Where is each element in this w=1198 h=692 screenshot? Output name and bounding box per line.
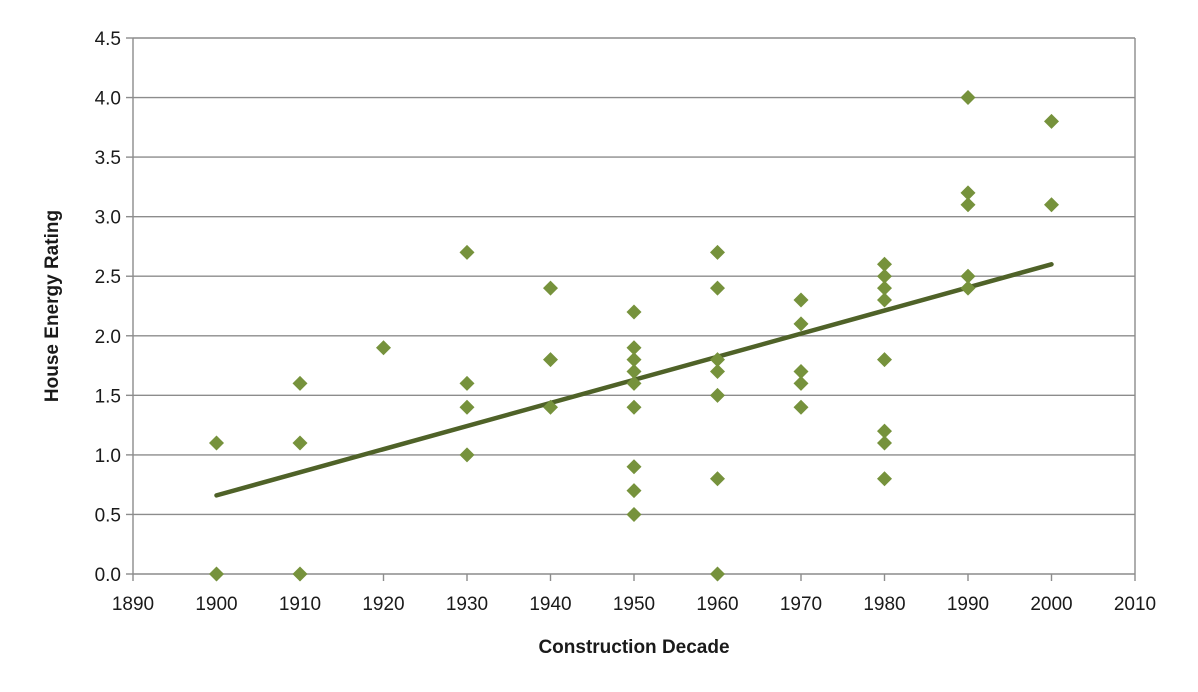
data-point — [960, 197, 976, 213]
y-tick-label: 4.0 — [95, 89, 121, 110]
data-point — [543, 399, 558, 415]
x-tick-label: 2000 — [1030, 594, 1072, 615]
data-point — [877, 471, 892, 487]
data-point — [960, 280, 976, 296]
data-point — [626, 375, 642, 391]
data-point — [292, 435, 308, 451]
data-point — [793, 316, 809, 332]
y-tick-label: 2.5 — [95, 267, 121, 288]
x-tick-label: 1910 — [279, 594, 321, 615]
y-tick-label: 1.5 — [95, 386, 121, 407]
data-point — [710, 387, 725, 403]
x-tick-label: 1940 — [529, 594, 571, 615]
x-axis-title: Construction Decade — [538, 637, 729, 658]
data-point — [376, 340, 391, 356]
data-point — [710, 471, 725, 487]
data-point — [710, 280, 725, 296]
data-point — [459, 244, 475, 260]
y-tick-label: 4.5 — [95, 29, 121, 50]
y-tick-label: 3.0 — [95, 208, 121, 229]
y-tick-labels: 0.0 0.5 1.0 1.5 2.0 2.5 3.0 3.5 4.0 4.5 — [95, 29, 121, 586]
data-point — [543, 352, 558, 368]
data-point — [626, 506, 642, 522]
data-point — [710, 364, 725, 380]
y-axis-title: House Energy Rating — [42, 210, 63, 402]
x-tick-label: 1950 — [613, 594, 655, 615]
data-point — [459, 399, 475, 415]
x-tick-label: 1960 — [696, 594, 738, 615]
x-tick-label: 1890 — [112, 594, 154, 615]
x-tick-label: 1920 — [362, 594, 404, 615]
y-tick-label: 1.0 — [95, 446, 121, 467]
x-tick-label: 1990 — [947, 594, 989, 615]
data-point — [1044, 197, 1059, 213]
gridlines — [133, 37, 1135, 516]
y-tick-label: 2.0 — [95, 327, 121, 348]
y-tick-label: 3.5 — [95, 148, 121, 169]
x-tick-label: 1970 — [780, 594, 822, 615]
data-point — [960, 268, 976, 284]
data-point — [877, 256, 892, 272]
data-point — [793, 292, 809, 308]
y-tick-label: 0.0 — [95, 565, 121, 586]
x-tick-labels: 1890 1900 1910 1920 1930 1940 1950 1960 1970 1980… — [112, 594, 1156, 615]
data-point — [960, 90, 976, 106]
data-point — [626, 352, 642, 368]
data-point — [877, 292, 892, 308]
data-point — [710, 566, 725, 582]
data-point — [877, 280, 892, 296]
data-point — [877, 435, 892, 451]
data-point — [626, 483, 642, 499]
data-point — [710, 244, 725, 260]
data-point — [793, 375, 809, 391]
x-tick-label: 1930 — [446, 594, 488, 615]
data-point — [1044, 113, 1059, 129]
x-tick-label: 1900 — [195, 594, 237, 615]
data-point — [877, 268, 892, 284]
data-point — [292, 375, 308, 391]
data-point — [459, 375, 475, 391]
data-point — [292, 566, 308, 582]
data-point — [960, 185, 976, 201]
data-point — [877, 423, 892, 439]
x-tick-label: 1980 — [863, 594, 905, 615]
data-point — [793, 364, 809, 380]
data-point — [626, 364, 642, 380]
data-point — [626, 399, 642, 415]
data-point — [626, 459, 642, 475]
y-tick-label: 0.5 — [95, 505, 121, 526]
data-point — [793, 399, 809, 415]
data-point — [626, 304, 642, 320]
x-tick-label: 2010 — [1114, 594, 1156, 615]
data-point — [209, 435, 224, 451]
data-point — [710, 352, 725, 368]
data-points — [209, 90, 1059, 582]
data-point — [877, 352, 892, 368]
data-point — [626, 340, 642, 356]
data-point — [459, 447, 475, 463]
data-point — [543, 280, 558, 296]
data-point — [209, 566, 224, 582]
